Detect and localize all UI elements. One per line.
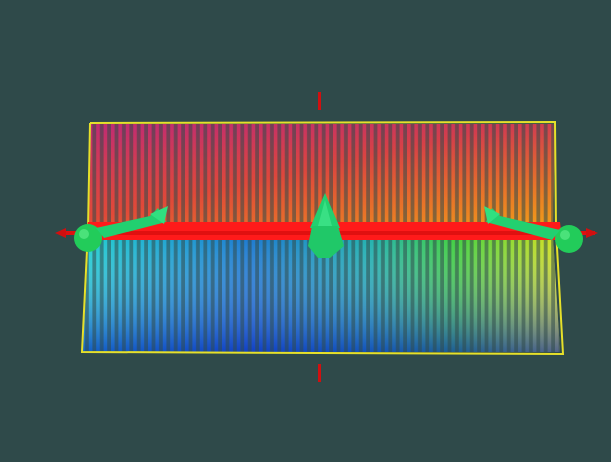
point-cloud-top	[89, 124, 555, 228]
center-marker[interactable]	[308, 193, 344, 258]
top-tick	[318, 92, 321, 110]
point-cloud-bottom	[83, 236, 560, 352]
left-marker[interactable]	[74, 206, 168, 252]
bottom-tick	[318, 364, 321, 382]
right-marker[interactable]	[484, 206, 583, 253]
